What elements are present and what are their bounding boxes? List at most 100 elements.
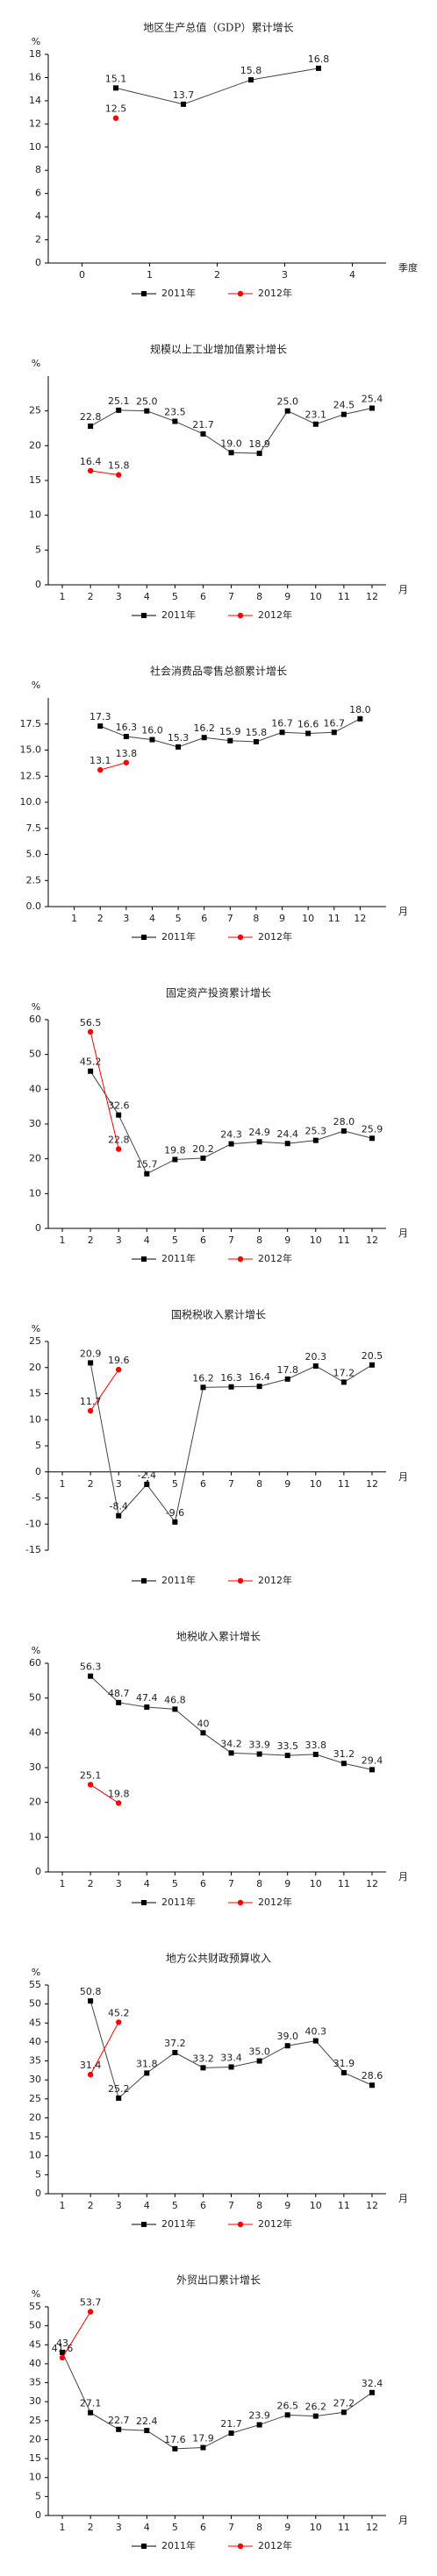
data-point [200, 2444, 206, 2451]
data-point [256, 1751, 262, 1757]
data-label: 16.7 [271, 717, 293, 729]
data-label: 16.3 [116, 722, 138, 733]
x-tick-label: 7 [228, 1878, 234, 1889]
data-label: 16.2 [193, 722, 215, 734]
legend-marker [141, 935, 147, 940]
y-tick-label: 10 [29, 1413, 41, 1425]
data-point [331, 729, 337, 736]
data-label: 15.8 [246, 727, 268, 738]
y-axis-label: % [32, 36, 40, 47]
data-label: 53.7 [80, 2297, 102, 2309]
data-label: 41.6 [52, 2343, 74, 2354]
legend-marker [237, 2543, 244, 2550]
data-point [116, 1112, 122, 1118]
legend-label: 2012年 [258, 1574, 292, 1586]
data-point [88, 1998, 94, 2004]
data-label: 16.8 [308, 53, 330, 65]
y-tick-label: 18 [29, 48, 41, 60]
data-label: -9.6 [166, 1507, 184, 1519]
legend-label: 2012年 [258, 2539, 292, 2551]
y-tick-label: 15 [29, 2452, 41, 2464]
x-tick-label: 11 [338, 1878, 350, 1889]
y-tick-label: 20 [29, 2111, 41, 2123]
data-label: 22.7 [108, 2415, 130, 2426]
y-axis-label: % [32, 1323, 40, 1334]
data-label: 32.4 [362, 2378, 383, 2389]
x-tick-label: 8 [253, 913, 259, 924]
legend-label: 2012年 [258, 608, 292, 621]
x-tick-label: 4 [149, 913, 155, 924]
data-label: 22.4 [136, 2416, 158, 2427]
x-tick-label: 10 [310, 1878, 322, 1889]
data-label: 21.7 [192, 419, 214, 431]
y-tick-label: 55 [29, 2301, 41, 2312]
x-tick-label: 2 [97, 913, 104, 924]
data-point [172, 1156, 178, 1163]
data-point [172, 1706, 178, 1712]
data-point [88, 1360, 94, 1366]
data-point [228, 2430, 234, 2437]
y-tick-label: 30 [29, 2395, 41, 2407]
data-point [357, 715, 363, 722]
legend-marker [141, 1256, 147, 1262]
data-point [369, 1767, 375, 1773]
x-tick-label: 4 [144, 2200, 150, 2211]
x-axis-label: 月 [398, 584, 408, 595]
data-label: 19.8 [108, 1788, 130, 1799]
y-tick-label: 35 [29, 2377, 41, 2388]
data-point [340, 2069, 347, 2075]
data-point [340, 2409, 347, 2416]
data-label: -8.4 [109, 1501, 127, 1512]
y-tick-label: 2 [35, 234, 41, 246]
x-tick-label: 2 [88, 2522, 94, 2533]
data-point [116, 2095, 122, 2101]
x-tick-label: 3 [282, 269, 288, 281]
x-tick-label: 6 [200, 2200, 206, 2211]
data-point [172, 2050, 178, 2056]
y-tick-label: 30 [29, 1118, 41, 1129]
y-tick-label: 12 [29, 117, 41, 129]
x-tick-label: 11 [338, 2522, 350, 2533]
x-tick-label: 9 [284, 591, 290, 602]
data-point [144, 2070, 150, 2076]
data-label: 31.8 [136, 2058, 158, 2069]
x-tick-label: 1 [60, 1478, 66, 1490]
data-point [172, 2445, 178, 2451]
x-axis-label: 月 [398, 2193, 408, 2204]
x-tick-label: 11 [338, 2200, 350, 2211]
y-tick-label: 10 [29, 509, 41, 521]
x-tick-label: 6 [200, 1878, 206, 1889]
y-tick-label: 14 [29, 95, 41, 106]
y-tick-label: 16 [29, 71, 41, 82]
data-point [87, 1407, 94, 1414]
data-point [144, 408, 150, 414]
legend-marker [237, 1577, 244, 1584]
y-tick-label: 5 [35, 1440, 41, 1451]
y-tick-label: 40 [29, 1726, 41, 1738]
data-label: 33.2 [192, 2053, 214, 2064]
data-point [97, 723, 104, 729]
chart-title: 地方公共财政预算收入 [166, 1952, 271, 1965]
y-tick-label: 20 [29, 1362, 41, 1373]
data-label: 13.1 [90, 755, 111, 766]
y-tick-label: 12.5 [20, 770, 42, 781]
x-tick-label: 1 [147, 269, 153, 281]
data-point [248, 77, 254, 83]
data-label: 28.6 [362, 2070, 383, 2081]
data-label: 17.6 [164, 2434, 186, 2445]
x-tick-label: 8 [256, 1878, 262, 1889]
data-point [116, 407, 122, 413]
x-tick-label: 7 [228, 591, 234, 602]
data-label: 33.4 [220, 2052, 242, 2063]
data-label: 35.0 [248, 2046, 270, 2058]
data-point [340, 1761, 347, 1767]
x-tick-label: 11 [338, 1478, 350, 1490]
data-point [256, 2422, 262, 2428]
data-label: 27.2 [333, 2397, 355, 2409]
data-label: 20.9 [80, 1348, 102, 1359]
data-point [256, 1139, 262, 1145]
data-point [116, 1800, 122, 1806]
y-tick-label: 25 [29, 1335, 41, 1347]
y-tick-label: 35 [29, 2055, 41, 2067]
x-tick-label: 10 [310, 591, 322, 602]
